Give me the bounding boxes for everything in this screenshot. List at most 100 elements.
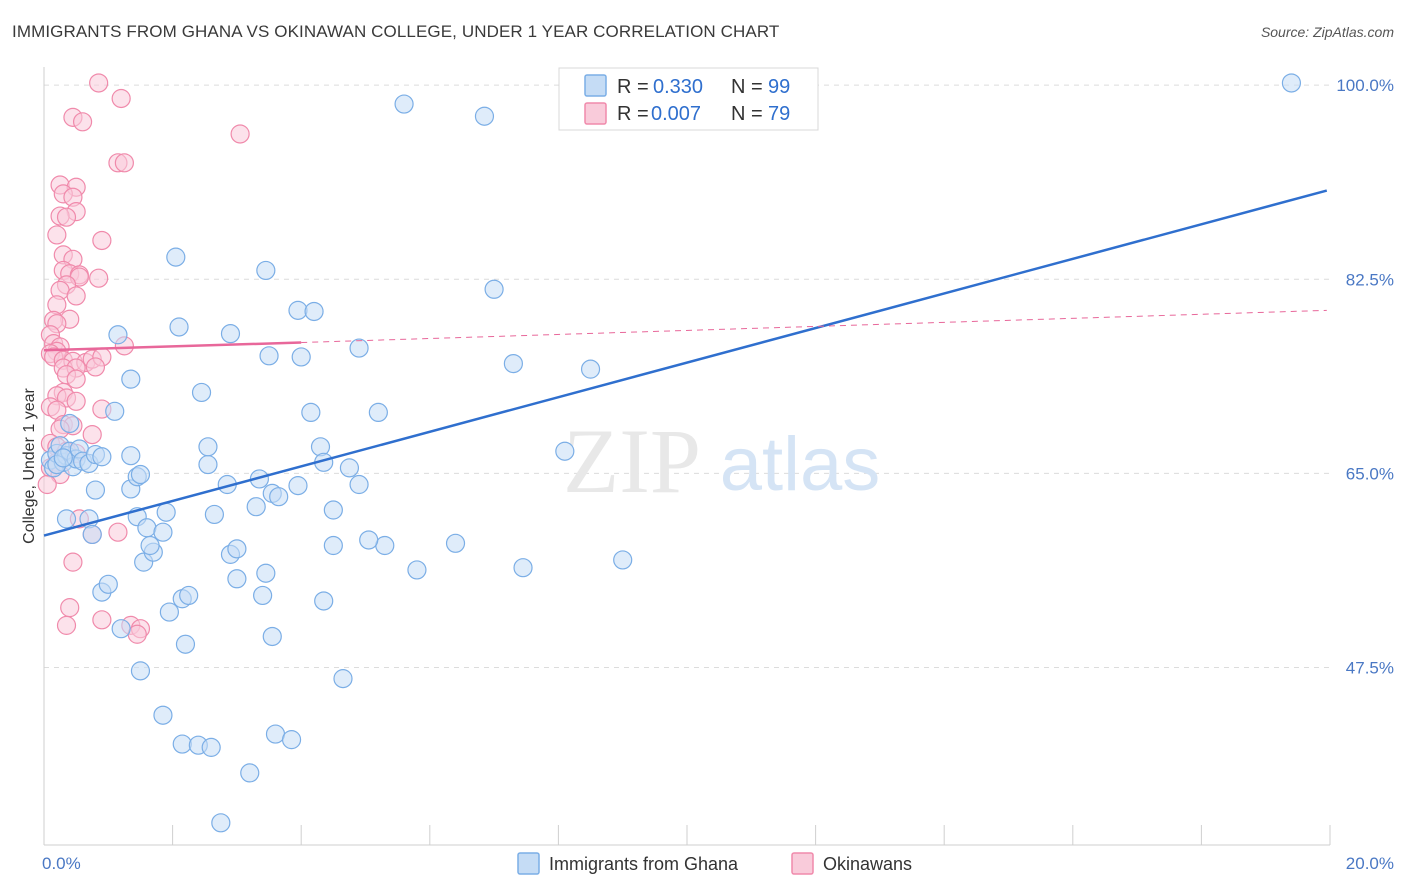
x-tick-label-max: 20.0% (1346, 854, 1394, 873)
okinawans-point (92, 610, 112, 630)
ghana-point (137, 518, 157, 538)
okinawans-point (60, 598, 80, 618)
ghana-point (265, 724, 286, 744)
ghana-point (56, 509, 77, 529)
ghana-point (246, 497, 266, 517)
ghana-point (156, 502, 176, 522)
y-axis-label: College, Under 1 year (21, 388, 38, 544)
ghana-point (288, 476, 308, 496)
x-tick-label-min: 0.0% (42, 854, 81, 873)
okinawans-point (111, 88, 131, 109)
ghana-point (613, 550, 633, 570)
ghana-point (269, 487, 289, 507)
ghana-point (314, 591, 334, 611)
ghana-point (301, 402, 321, 423)
ghana-point (166, 247, 186, 267)
ghana-point (153, 705, 173, 725)
ghana-point (262, 626, 282, 647)
ghana-trend-line (43, 189, 1328, 537)
okinawans-point (85, 357, 106, 377)
okinawans-point (47, 225, 67, 245)
okinawans-point (72, 112, 93, 132)
source-label: Source: ZipAtlas.com (1260, 24, 1394, 40)
okinawans-point (89, 268, 109, 288)
legend-n-value-blue: 99 (768, 76, 790, 98)
ghana-point (211, 813, 231, 833)
ghana-point (60, 413, 80, 434)
ghana-point (323, 500, 343, 520)
ghana-point (323, 535, 343, 556)
ghana-point (291, 347, 311, 367)
legend-r-label-pink: R = (617, 103, 649, 125)
ghana-point (111, 619, 131, 639)
ghana-point (140, 535, 160, 556)
ghana-point (281, 730, 302, 750)
legend-swatch-okinawans (791, 852, 814, 875)
okinawans-point (66, 369, 86, 389)
legend-n-value-pink: 79 (768, 103, 790, 125)
ghana-point (130, 661, 151, 681)
y-tick-label: 82.5% (1346, 270, 1394, 289)
ghana-point (204, 504, 224, 525)
ghana-point (513, 558, 533, 578)
okinawans-point (47, 295, 67, 315)
ghana-point (484, 279, 504, 299)
ghana-point (82, 524, 102, 545)
ghana-point (375, 535, 395, 556)
ghana-point (310, 437, 331, 457)
legend-swatch-pink (584, 102, 607, 125)
y-tick-label: 65.0% (1346, 464, 1394, 483)
ghana-point (349, 474, 369, 495)
legend-swatch-ghana (517, 852, 540, 875)
ghana-point (85, 480, 106, 500)
ghana-point (159, 602, 179, 622)
y-tick-labels: 47.5% 65.0% 82.5% 100.0% (1336, 76, 1394, 677)
ghana-point (108, 325, 128, 345)
okinawans-trend-line (43, 341, 302, 352)
ghana-point (256, 260, 276, 281)
x-tick-labels: 0.0% 20.0% (42, 854, 1394, 873)
okinawans-point (66, 391, 86, 411)
ghana-point (172, 734, 192, 754)
legend-label-ghana: Immigrants from Ghana (549, 854, 739, 874)
ghana-point (304, 301, 324, 322)
ghana-point (53, 448, 73, 468)
ghana-point (201, 737, 221, 757)
ghana-point (121, 369, 141, 389)
ghana-point (240, 763, 260, 783)
ghana-point (105, 401, 125, 421)
ghana-point (368, 402, 388, 423)
y-tick-label: 100.0% (1336, 76, 1394, 95)
watermark-atlas: atlas (720, 422, 881, 507)
ghana-point (253, 585, 273, 606)
okinawans-point (92, 230, 112, 251)
ghana-point (288, 300, 308, 320)
stats-legend: R = 0.330 N = 99 R = 0.007 N = 79 (558, 67, 819, 131)
ghana-point (259, 346, 279, 366)
series-legend: Immigrants from Ghana Okinawans (517, 852, 912, 875)
ghana-point (474, 106, 495, 126)
legend-label-okinawans: Okinawans (823, 854, 912, 874)
okinawans-point (66, 286, 86, 306)
okinawans-point (37, 474, 57, 495)
legend-swatch-blue (584, 74, 607, 97)
okinawans-point (56, 207, 77, 227)
ghana-point (175, 634, 196, 654)
legend-r-label-blue: R = (617, 76, 649, 98)
ghana-point (359, 530, 379, 550)
okinawans-point (56, 615, 77, 635)
okinawans-point (89, 73, 109, 93)
ghana-point (92, 447, 112, 467)
ghana-points (40, 73, 1302, 833)
okinawans-trend-extension (301, 309, 1327, 344)
okinawans-point (127, 624, 147, 644)
ghana-point (169, 317, 189, 337)
ghana-point (445, 533, 466, 553)
ghana-point (227, 569, 247, 589)
okinawans-point (108, 522, 128, 542)
legend-r-value-pink: 0.007 (651, 103, 701, 125)
ghana-point (98, 574, 118, 594)
ghana-point (407, 560, 427, 580)
ghana-point (349, 338, 369, 358)
watermark: ZIP atlas (563, 410, 880, 512)
